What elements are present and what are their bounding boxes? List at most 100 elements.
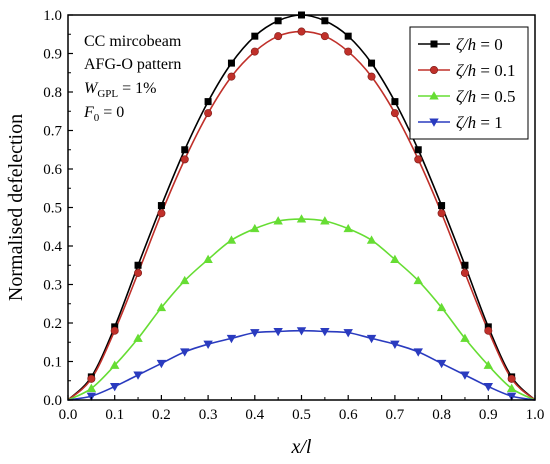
annotation-load: F0 = 0 [83, 104, 124, 124]
data-point [250, 223, 260, 233]
data-point [320, 327, 330, 337]
annotation-pattern: AFG-O pattern [84, 56, 181, 73]
data-point [343, 329, 353, 338]
data-point [296, 327, 307, 336]
legend-marker [429, 118, 439, 127]
data-point [460, 371, 470, 380]
data-point [251, 32, 259, 40]
y-axis-title: Normalised defelection [5, 114, 27, 301]
data-point [134, 268, 143, 277]
data-point [227, 72, 236, 81]
data-point [203, 254, 213, 263]
data-point [437, 209, 446, 218]
y-tick-label: 0.2 [43, 316, 62, 332]
legend-label: ζ/h = 1 [456, 113, 503, 132]
y-tick-label: 0.0 [43, 393, 62, 409]
x-tick-label: 0.4 [245, 407, 264, 423]
data-point [273, 216, 283, 225]
x-tick-label: 1.0 [526, 407, 545, 423]
data-point [436, 359, 447, 369]
y-tick-label: 0.3 [43, 278, 62, 294]
data-point [414, 146, 422, 154]
legend-label-value: = 0 [476, 35, 503, 54]
legend-label-variable: ζ/h [456, 113, 476, 132]
data-point [320, 216, 330, 225]
data-point [133, 333, 143, 342]
data-point [156, 302, 167, 312]
x-tick-label: 0.3 [199, 407, 218, 423]
x-axis-title: x/l [291, 436, 312, 458]
legend-box [409, 26, 529, 140]
data-point [274, 32, 283, 41]
data-point [250, 47, 259, 56]
data-point [86, 392, 97, 401]
legend-items: ζ/h = 0ζ/h = 0.1ζ/h = 0.5ζ/h = 1 [418, 35, 515, 132]
y-tick-label: 0.9 [43, 47, 62, 63]
data-point [413, 275, 423, 285]
legend-marker [430, 40, 438, 48]
data-point [507, 374, 516, 383]
data-point [157, 209, 166, 218]
data-point [461, 261, 469, 269]
data-point [390, 254, 400, 263]
data-point [320, 32, 329, 41]
legend-label-value: = 0.5 [476, 87, 515, 106]
data-point [484, 326, 493, 335]
data-point [273, 327, 283, 337]
data-point [321, 17, 329, 25]
data-point [438, 202, 446, 210]
x-tick-label: 0.6 [339, 407, 358, 423]
data-point [344, 32, 352, 40]
legend-label: ζ/h = 0.5 [456, 87, 515, 106]
annotation-load-subscript: 0 [94, 112, 100, 124]
data-point [483, 360, 494, 369]
annotation-gpl-weight: WGPL = 1% [84, 80, 156, 100]
data-point [109, 383, 120, 392]
legend-label-variable: ζ/h [456, 61, 476, 80]
legend: ζ/h = 0ζ/h = 0.1ζ/h = 0.5ζ/h = 1 [409, 26, 529, 140]
data-point [414, 155, 423, 164]
data-point [86, 383, 97, 392]
data-point [203, 340, 213, 349]
x-tick-label: 0.1 [105, 407, 124, 423]
data-point [110, 326, 119, 335]
annotation-gpl-value: = 1% [118, 80, 156, 97]
data-point [156, 359, 167, 369]
annotation-load-symbol: F [83, 104, 94, 121]
x-tick-label: 0.7 [386, 407, 405, 423]
data-point [506, 392, 517, 401]
data-point [296, 214, 307, 223]
data-point [274, 17, 282, 25]
x-tick-label: 0.8 [432, 407, 451, 423]
x-tick-label: 0.5 [292, 407, 311, 423]
data-point [460, 333, 470, 342]
data-point [506, 383, 517, 392]
data-point [181, 146, 189, 154]
data-point [344, 47, 353, 56]
y-tick-label: 0.5 [43, 201, 62, 217]
data-point [343, 223, 353, 233]
data-point [390, 109, 399, 118]
legend-label-value: = 0.1 [476, 61, 515, 80]
data-point [180, 348, 190, 357]
data-point [391, 98, 399, 106]
data-point [366, 334, 377, 344]
legend-label: ζ/h = 0.1 [456, 61, 515, 80]
data-point [460, 268, 469, 277]
data-point [204, 98, 212, 106]
data-point [368, 59, 376, 67]
legend-label-variable: ζ/h [456, 87, 476, 106]
annotation-block: CC mircobeam AFG-O pattern WGPL = 1% F0 … [83, 33, 182, 124]
data-point [109, 360, 120, 369]
y-tick-label: 0.8 [43, 85, 62, 101]
legend-label: ζ/h = 0 [456, 35, 503, 54]
axis-tick-labels: 0.0 0.1 0.2 0.3 0.4 0.5 0.6 0.7 0.8 0.9 1.0 0.0 0.1 0… [43, 8, 544, 423]
data-point [134, 261, 142, 269]
series-markers [86, 11, 517, 401]
legend-marker [429, 66, 438, 75]
data-point [226, 334, 237, 344]
annotation-beam-type: CC mircobeam [84, 33, 182, 50]
legend-label-value: = 1 [476, 113, 503, 132]
y-tick-label: 0.6 [43, 162, 62, 178]
legend-label-variable: ζ/h [456, 35, 476, 54]
